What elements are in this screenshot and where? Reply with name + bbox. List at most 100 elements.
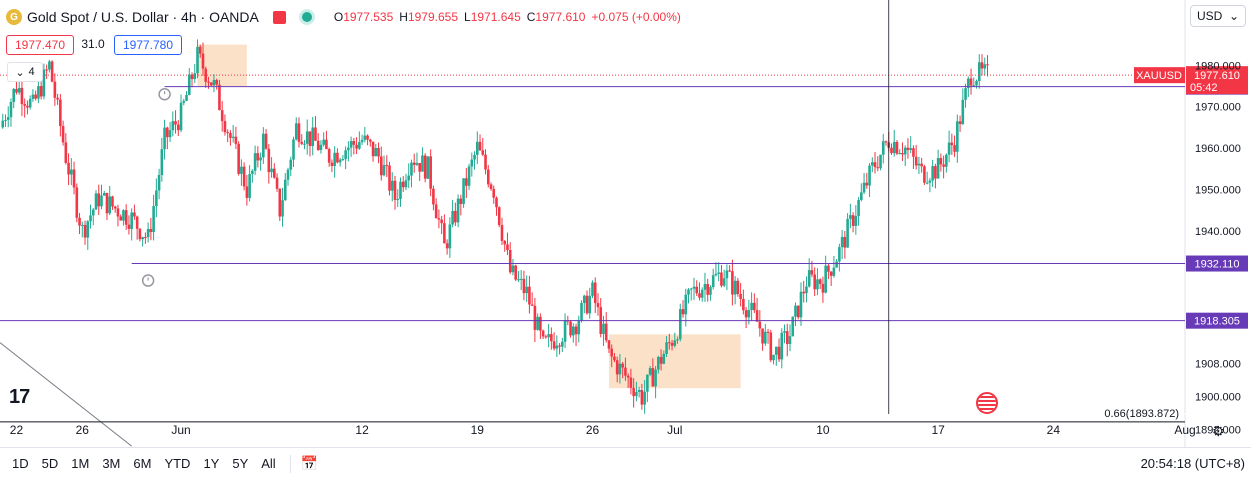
range-1m[interactable]: 1M xyxy=(71,456,90,471)
x-tick-label: Jul xyxy=(667,423,682,437)
candle-body xyxy=(105,192,109,214)
candle-body xyxy=(648,368,652,375)
candle-body xyxy=(166,127,169,138)
candle-body xyxy=(857,200,860,217)
indicators-toggle[interactable]: ⌄ 4 xyxy=(7,62,43,82)
candle-body xyxy=(190,74,194,80)
symbol-title[interactable]: Gold Spot / U.S. Dollar · 4h · OANDA xyxy=(27,9,259,25)
candle-body xyxy=(709,287,712,295)
candle-body xyxy=(470,159,474,167)
candle-body xyxy=(492,188,496,198)
candle-body xyxy=(876,167,880,169)
candle-body xyxy=(637,389,641,392)
candle-body xyxy=(934,166,937,179)
candle-body xyxy=(462,178,465,204)
chevron-down-icon: ⌄ xyxy=(1228,9,1239,23)
candle-body xyxy=(956,121,959,152)
currency-select[interactable]: USD ⌄ xyxy=(1190,5,1246,27)
candle-body xyxy=(563,320,567,342)
candle-body xyxy=(256,153,260,161)
candle-body xyxy=(182,100,186,103)
level-price-tag xyxy=(1186,312,1248,329)
candle-body xyxy=(909,148,912,150)
candle-body xyxy=(108,196,112,214)
x-tick-label: Jun xyxy=(171,423,190,437)
range-5y[interactable]: 5Y xyxy=(232,456,249,471)
candle-body xyxy=(714,273,718,276)
candle-body xyxy=(698,293,701,298)
candle-body xyxy=(412,162,416,165)
calendar-icon[interactable]: 📅 xyxy=(300,455,319,471)
candle-body xyxy=(116,208,120,217)
candle-body xyxy=(747,310,751,318)
candle-body xyxy=(45,69,48,71)
candle-body xyxy=(552,341,556,349)
candle-body xyxy=(201,53,205,69)
candle-body xyxy=(325,139,328,150)
candle-body xyxy=(986,64,989,66)
candle-body xyxy=(152,206,155,233)
candle-body xyxy=(242,166,246,187)
range-all[interactable]: All xyxy=(261,456,276,471)
candle-body xyxy=(341,159,345,161)
buy-price-button[interactable]: 1977.780 xyxy=(114,35,182,55)
candle-body xyxy=(124,210,128,225)
candle-body xyxy=(185,94,188,101)
candle-body xyxy=(821,283,825,293)
current-price-label: 1977.610 xyxy=(1194,70,1240,82)
candle-body xyxy=(86,221,90,238)
tradingview-logo[interactable]: 17 xyxy=(9,386,30,408)
candle-body xyxy=(972,85,976,87)
candle-body xyxy=(12,88,16,102)
candle-body xyxy=(983,64,987,69)
us-event-flag-icon[interactable] xyxy=(976,392,998,414)
candle-body xyxy=(9,101,13,118)
candle-body xyxy=(761,328,764,344)
candle-body xyxy=(223,121,227,133)
range-1d[interactable]: 1D xyxy=(12,456,29,471)
candle-body xyxy=(37,86,40,99)
candle-body xyxy=(28,98,32,108)
candles xyxy=(1,39,989,414)
candle-body xyxy=(220,110,224,122)
candle-body xyxy=(571,326,575,336)
candle-body xyxy=(736,280,740,294)
candle-body xyxy=(950,142,954,146)
candle-body xyxy=(550,334,553,342)
currency-label: USD xyxy=(1197,9,1223,23)
candle-body xyxy=(91,209,95,216)
price-chart[interactable]: 1974.8351932.1101918.3050.66(1893.872)XA… xyxy=(0,0,1251,447)
candle-body xyxy=(536,316,539,330)
range-6m[interactable]: 6M xyxy=(133,456,152,471)
candle-body xyxy=(555,345,559,349)
candle-body xyxy=(561,341,564,347)
range-3m[interactable]: 3M xyxy=(102,456,121,471)
candle-body xyxy=(50,61,54,82)
sell-price-button[interactable]: 1977.470 xyxy=(6,35,74,55)
candle-body xyxy=(382,165,386,176)
gear-icon[interactable]: ⚙ xyxy=(1212,423,1225,439)
candle-body xyxy=(393,180,397,200)
level-price-label: 1932.110 xyxy=(1194,259,1239,271)
candle-body xyxy=(401,181,405,188)
candle-body xyxy=(292,139,295,160)
candle-body xyxy=(379,156,383,176)
candle-body xyxy=(785,331,789,344)
candle-body xyxy=(358,142,361,149)
candle-body xyxy=(281,200,284,217)
candle-body xyxy=(259,157,262,161)
indicator-count: 4 xyxy=(28,66,35,78)
candle-body xyxy=(497,207,501,226)
candle-body xyxy=(503,240,507,245)
range-1y[interactable]: 1Y xyxy=(203,456,220,471)
clock-readout[interactable]: 20:54:18 (UTC+8) xyxy=(1140,456,1245,471)
candle-body xyxy=(207,81,210,83)
range-5d[interactable]: 5D xyxy=(41,456,59,471)
candle-body xyxy=(327,149,331,163)
candle-body xyxy=(829,271,833,276)
candle-body xyxy=(807,270,811,287)
range-ytd[interactable]: YTD xyxy=(164,456,191,471)
candle-body xyxy=(615,360,619,375)
candle-body xyxy=(294,123,298,140)
candle-body xyxy=(270,168,273,173)
